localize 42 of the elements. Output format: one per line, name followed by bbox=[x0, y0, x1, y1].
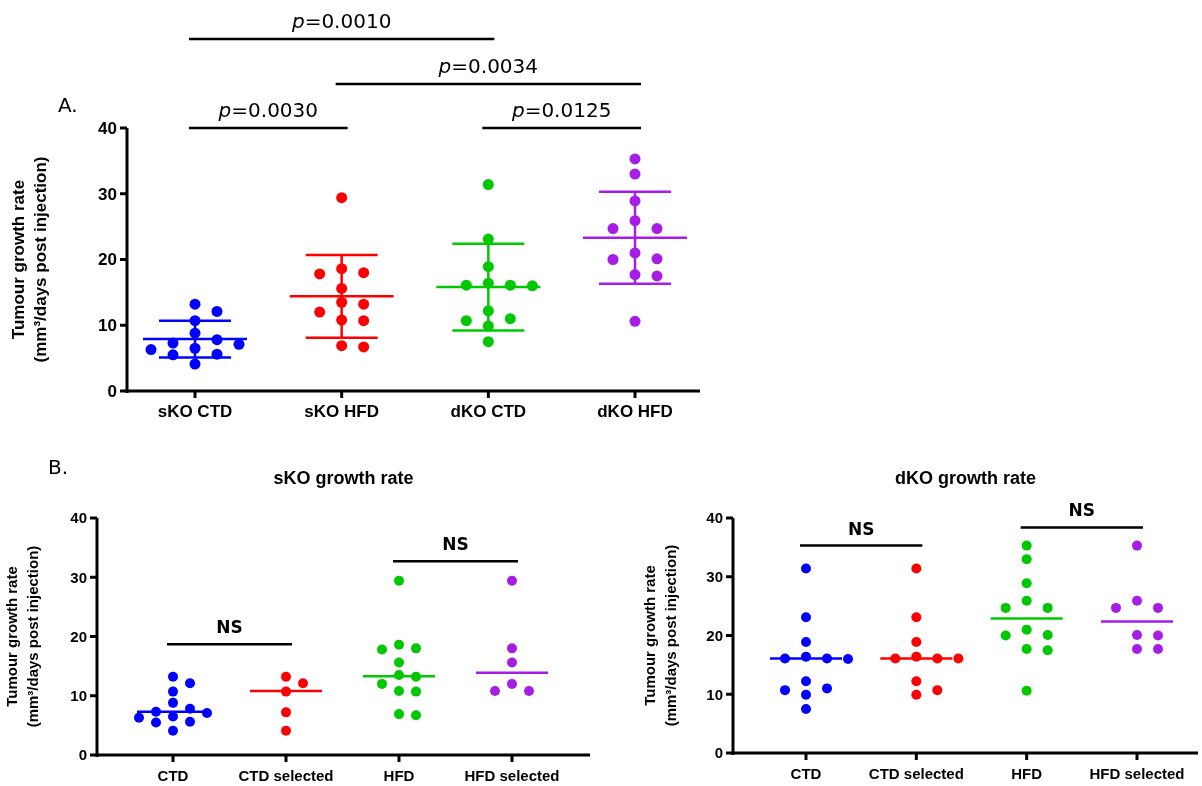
x-tick-label: dKO CTD bbox=[450, 402, 527, 421]
text: p=0.0034 bbox=[437, 54, 539, 78]
annotation: NS bbox=[442, 534, 469, 555]
x-tick-label: CTD selected bbox=[238, 767, 334, 784]
y-tick-label: 20 bbox=[70, 627, 87, 645]
x-tick-label: sKO HFD bbox=[304, 402, 379, 421]
annotation: NS bbox=[847, 518, 875, 539]
annotation: NS bbox=[216, 617, 243, 638]
x-tick-label: HFD bbox=[383, 767, 415, 784]
y-axis-title: Tumour growth rate (mm³/days post injection) bbox=[641, 544, 679, 727]
y-tick-label: 10 bbox=[70, 687, 87, 704]
y-axis-title: Tumour growth rate (mm³/days post injection) bbox=[3, 545, 41, 728]
x-tick-label: HFD bbox=[1011, 765, 1043, 782]
chart-title: dKO growth rate bbox=[894, 468, 1037, 488]
y-tick-label: 10 bbox=[706, 685, 723, 703]
y-tick-label: 20 bbox=[98, 250, 117, 270]
text: p=0.0010 bbox=[290, 9, 392, 33]
x-tick-label: HFD selected bbox=[1089, 765, 1185, 782]
y-tick-label: 0 bbox=[107, 381, 117, 401]
text: p=0.0030 bbox=[217, 98, 319, 122]
annotation: NS bbox=[1068, 500, 1096, 521]
text: A. bbox=[58, 93, 78, 117]
text: p=0.0125 bbox=[510, 98, 612, 122]
y-tick-label: 30 bbox=[70, 568, 87, 586]
y-tick-label: 40 bbox=[706, 509, 723, 527]
x-tick-label: CTD bbox=[157, 767, 189, 784]
x-tick-label: sKO CTD bbox=[157, 402, 233, 421]
x-tick-label: CTD selected bbox=[868, 765, 964, 782]
x-tick-label: dKO HFD bbox=[597, 402, 673, 421]
x-tick-label: CTD bbox=[790, 765, 822, 782]
y-tick-label: 40 bbox=[98, 118, 117, 138]
y-tick-label: 20 bbox=[706, 626, 723, 644]
y-tick-label: 0 bbox=[78, 746, 87, 764]
y-tick-label: 10 bbox=[98, 316, 117, 336]
text: B. bbox=[48, 455, 69, 479]
y-tick-label: 40 bbox=[70, 509, 87, 527]
chart-title: sKO growth rate bbox=[273, 468, 414, 488]
y-tick-label: 30 bbox=[706, 568, 723, 585]
y-axis-title: Tumour growth rate (mm³/days post injection) bbox=[9, 156, 50, 363]
x-tick-label: HFD selected bbox=[464, 767, 560, 784]
y-tick-label: 0 bbox=[714, 744, 723, 762]
y-tick-label: 30 bbox=[98, 184, 117, 204]
